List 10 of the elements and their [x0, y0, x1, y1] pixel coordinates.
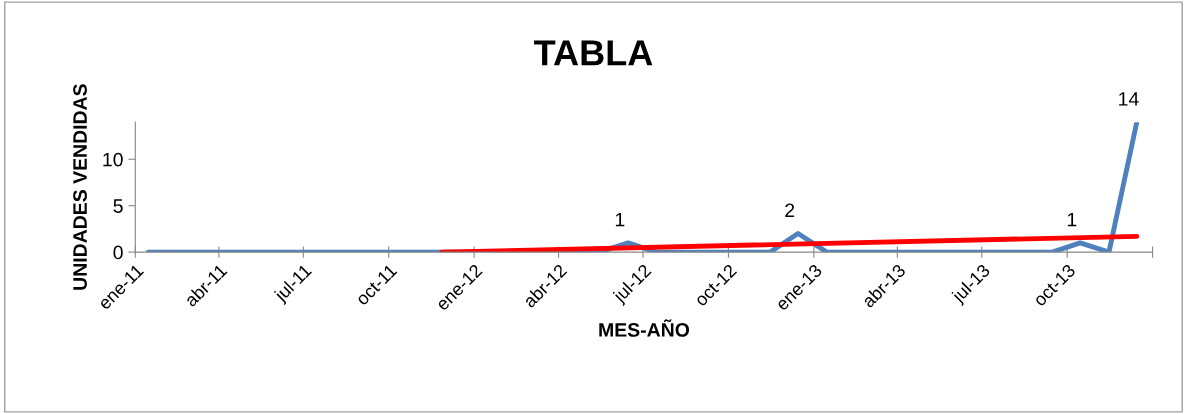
- chart-title: TABLA: [534, 40, 653, 66]
- data-label: 1: [615, 212, 625, 227]
- y-axis-title: UNIDADES VENDIDAS: [73, 84, 87, 290]
- x-axis-title: MES-AÑO: [599, 319, 690, 337]
- data-label: 1: [1067, 212, 1077, 227]
- data-label: 14: [1119, 92, 1139, 106]
- data-label: 2: [785, 203, 795, 218]
- y-tick-label: 5: [113, 199, 123, 213]
- y-tick-label: 0: [113, 245, 123, 260]
- y-tick-label: 10: [103, 152, 123, 167]
